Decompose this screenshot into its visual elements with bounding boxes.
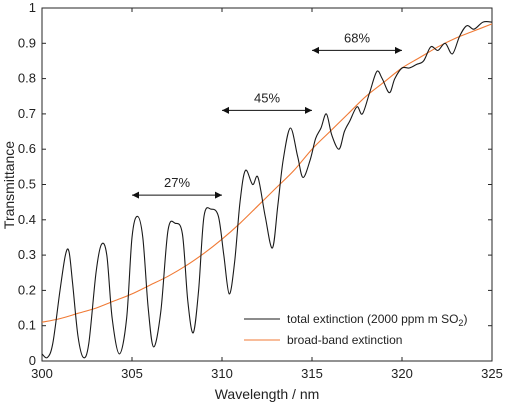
legend-box — [236, 304, 488, 354]
x-tick-label: 300 — [31, 366, 53, 381]
y-tick-label: 0.7 — [18, 106, 36, 121]
x-tick-label: 320 — [391, 366, 413, 381]
x-tick-label: 310 — [211, 366, 233, 381]
annotation-45pct-arrowhead-right — [305, 106, 312, 114]
annotation-27pct-arrowhead-right — [215, 191, 222, 199]
legend-label-broad-band: broad-band extinction — [287, 333, 402, 347]
x-tick-label: 315 — [301, 366, 323, 381]
annotation-27pct-arrowhead-left — [132, 191, 139, 199]
x-tick-label: 325 — [481, 366, 503, 381]
series-line-broad-band-extinction — [41, 23, 493, 323]
annotation-27pct-label: 27% — [164, 175, 190, 190]
y-tick-label: 0.4 — [18, 212, 36, 227]
y-tick-label: 0.9 — [18, 35, 36, 50]
annotation-68pct-arrowhead-left — [312, 46, 319, 54]
legend: total extinction (2000 ppm m SO2) broad-… — [236, 304, 488, 354]
y-tick-label: 0.3 — [18, 247, 36, 262]
annotation-68pct-arrowhead-right — [395, 46, 402, 54]
y-tick-label: 0.5 — [18, 177, 36, 192]
y-tick-label: 0 — [29, 353, 36, 368]
annotation-45pct-arrowhead-left — [222, 106, 229, 114]
annotation-68pct-label: 68% — [344, 30, 370, 45]
plot-marks: 0 0.1 0.2 0.3 0.4 0.5 0.6 0.7 0.8 0.9 1 300 305 310 31… — [18, 0, 503, 381]
y-tick-label: 1 — [29, 0, 36, 15]
annotation-45pct-label: 45% — [254, 90, 280, 105]
y-tick-label: 0.1 — [18, 318, 36, 333]
series-line-total-extinction — [41, 21, 493, 359]
y-axis-title: Transmittance — [1, 141, 17, 229]
legend-label-total-extinction: total extinction (2000 ppm m SO2) — [287, 312, 467, 328]
y-tick-label: 0.6 — [18, 141, 36, 156]
y-tick-label: 0.8 — [18, 71, 36, 86]
x-tick-label: 305 — [121, 366, 143, 381]
y-tick-label: 0.2 — [18, 282, 36, 297]
x-axis-title: Wavelength / nm — [215, 386, 320, 402]
